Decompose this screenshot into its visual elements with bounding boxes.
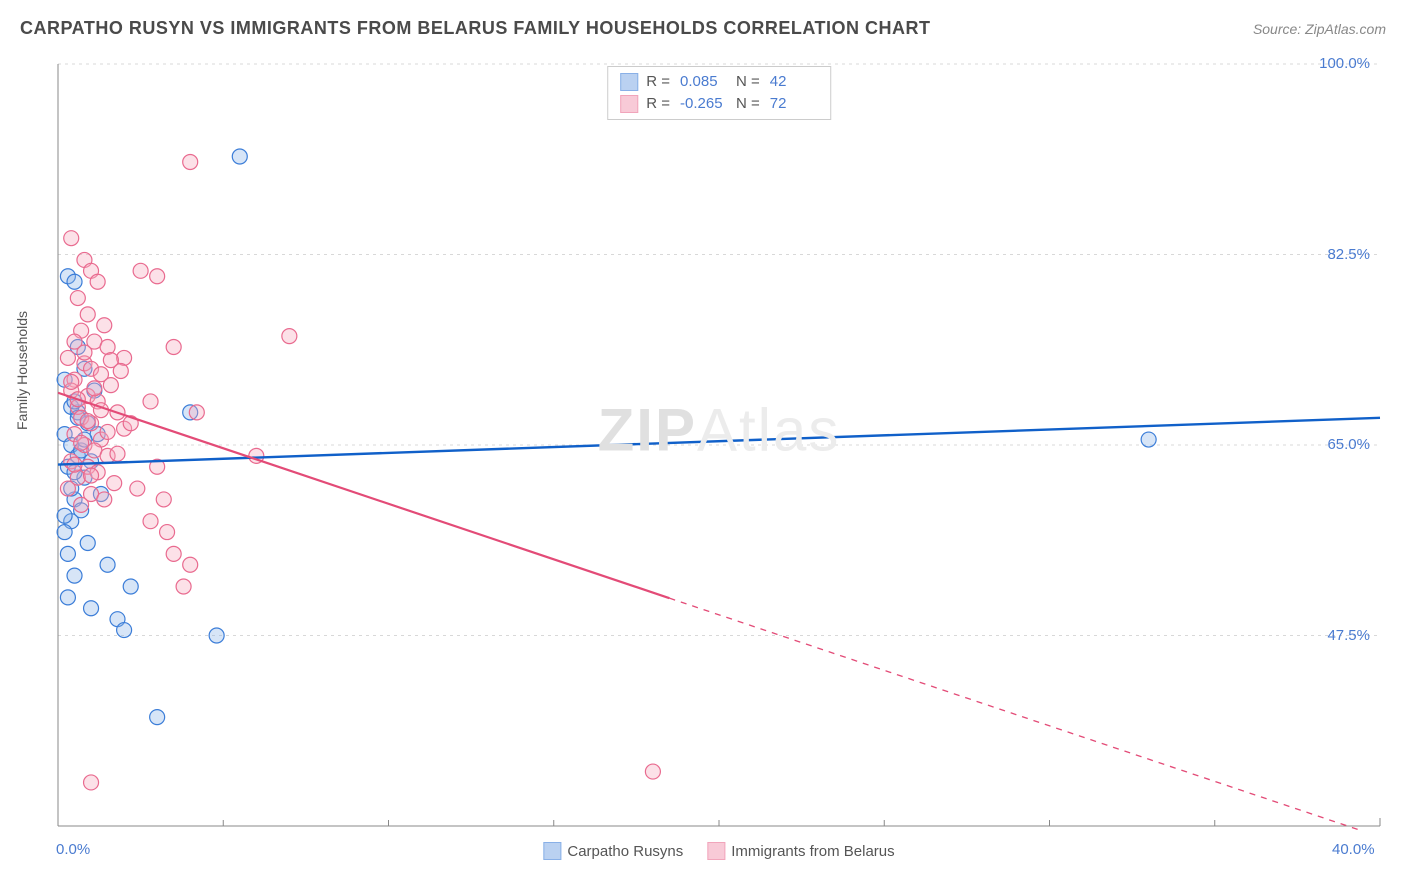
legend-swatch [543,842,561,860]
series-name: Immigrants from Belarus [731,843,894,860]
plot-region: ZIPAtlas R =0.085N =42R =-0.265N =72 47.… [54,60,1384,830]
header: CARPATHO RUSYN VS IMMIGRANTS FROM BELARU… [20,18,1386,39]
y-tick-label: 82.5% [1327,246,1370,263]
series-name: Carpatho Rusyns [567,843,683,860]
series-legend-item: Carpatho Rusyns [543,842,683,860]
x-tick-label: 40.0% [1332,841,1375,858]
correlation-legend-row: R =0.085N =42 [620,71,818,93]
legend-swatch [620,73,638,91]
correlation-legend-row: R =-0.265N =72 [620,93,818,115]
legend-swatch [707,842,725,860]
y-axis-label: Family Households [14,311,30,430]
series-legend: Carpatho Rusyns Immigrants from Belarus [543,842,894,860]
y-tick-label: 100.0% [1319,55,1370,72]
x-tick-label: 0.0% [56,841,90,858]
source-attribution: Source: ZipAtlas.com [1253,21,1386,37]
series-legend-item: Immigrants from Belarus [707,842,894,860]
y-tick-label: 47.5% [1327,627,1370,644]
correlation-legend: R =0.085N =42R =-0.265N =72 [607,66,831,120]
legend-swatch [620,95,638,113]
y-tick-label: 65.0% [1327,436,1370,453]
watermark: ZIPAtlas [598,395,841,464]
chart-title: CARPATHO RUSYN VS IMMIGRANTS FROM BELARU… [20,18,931,39]
